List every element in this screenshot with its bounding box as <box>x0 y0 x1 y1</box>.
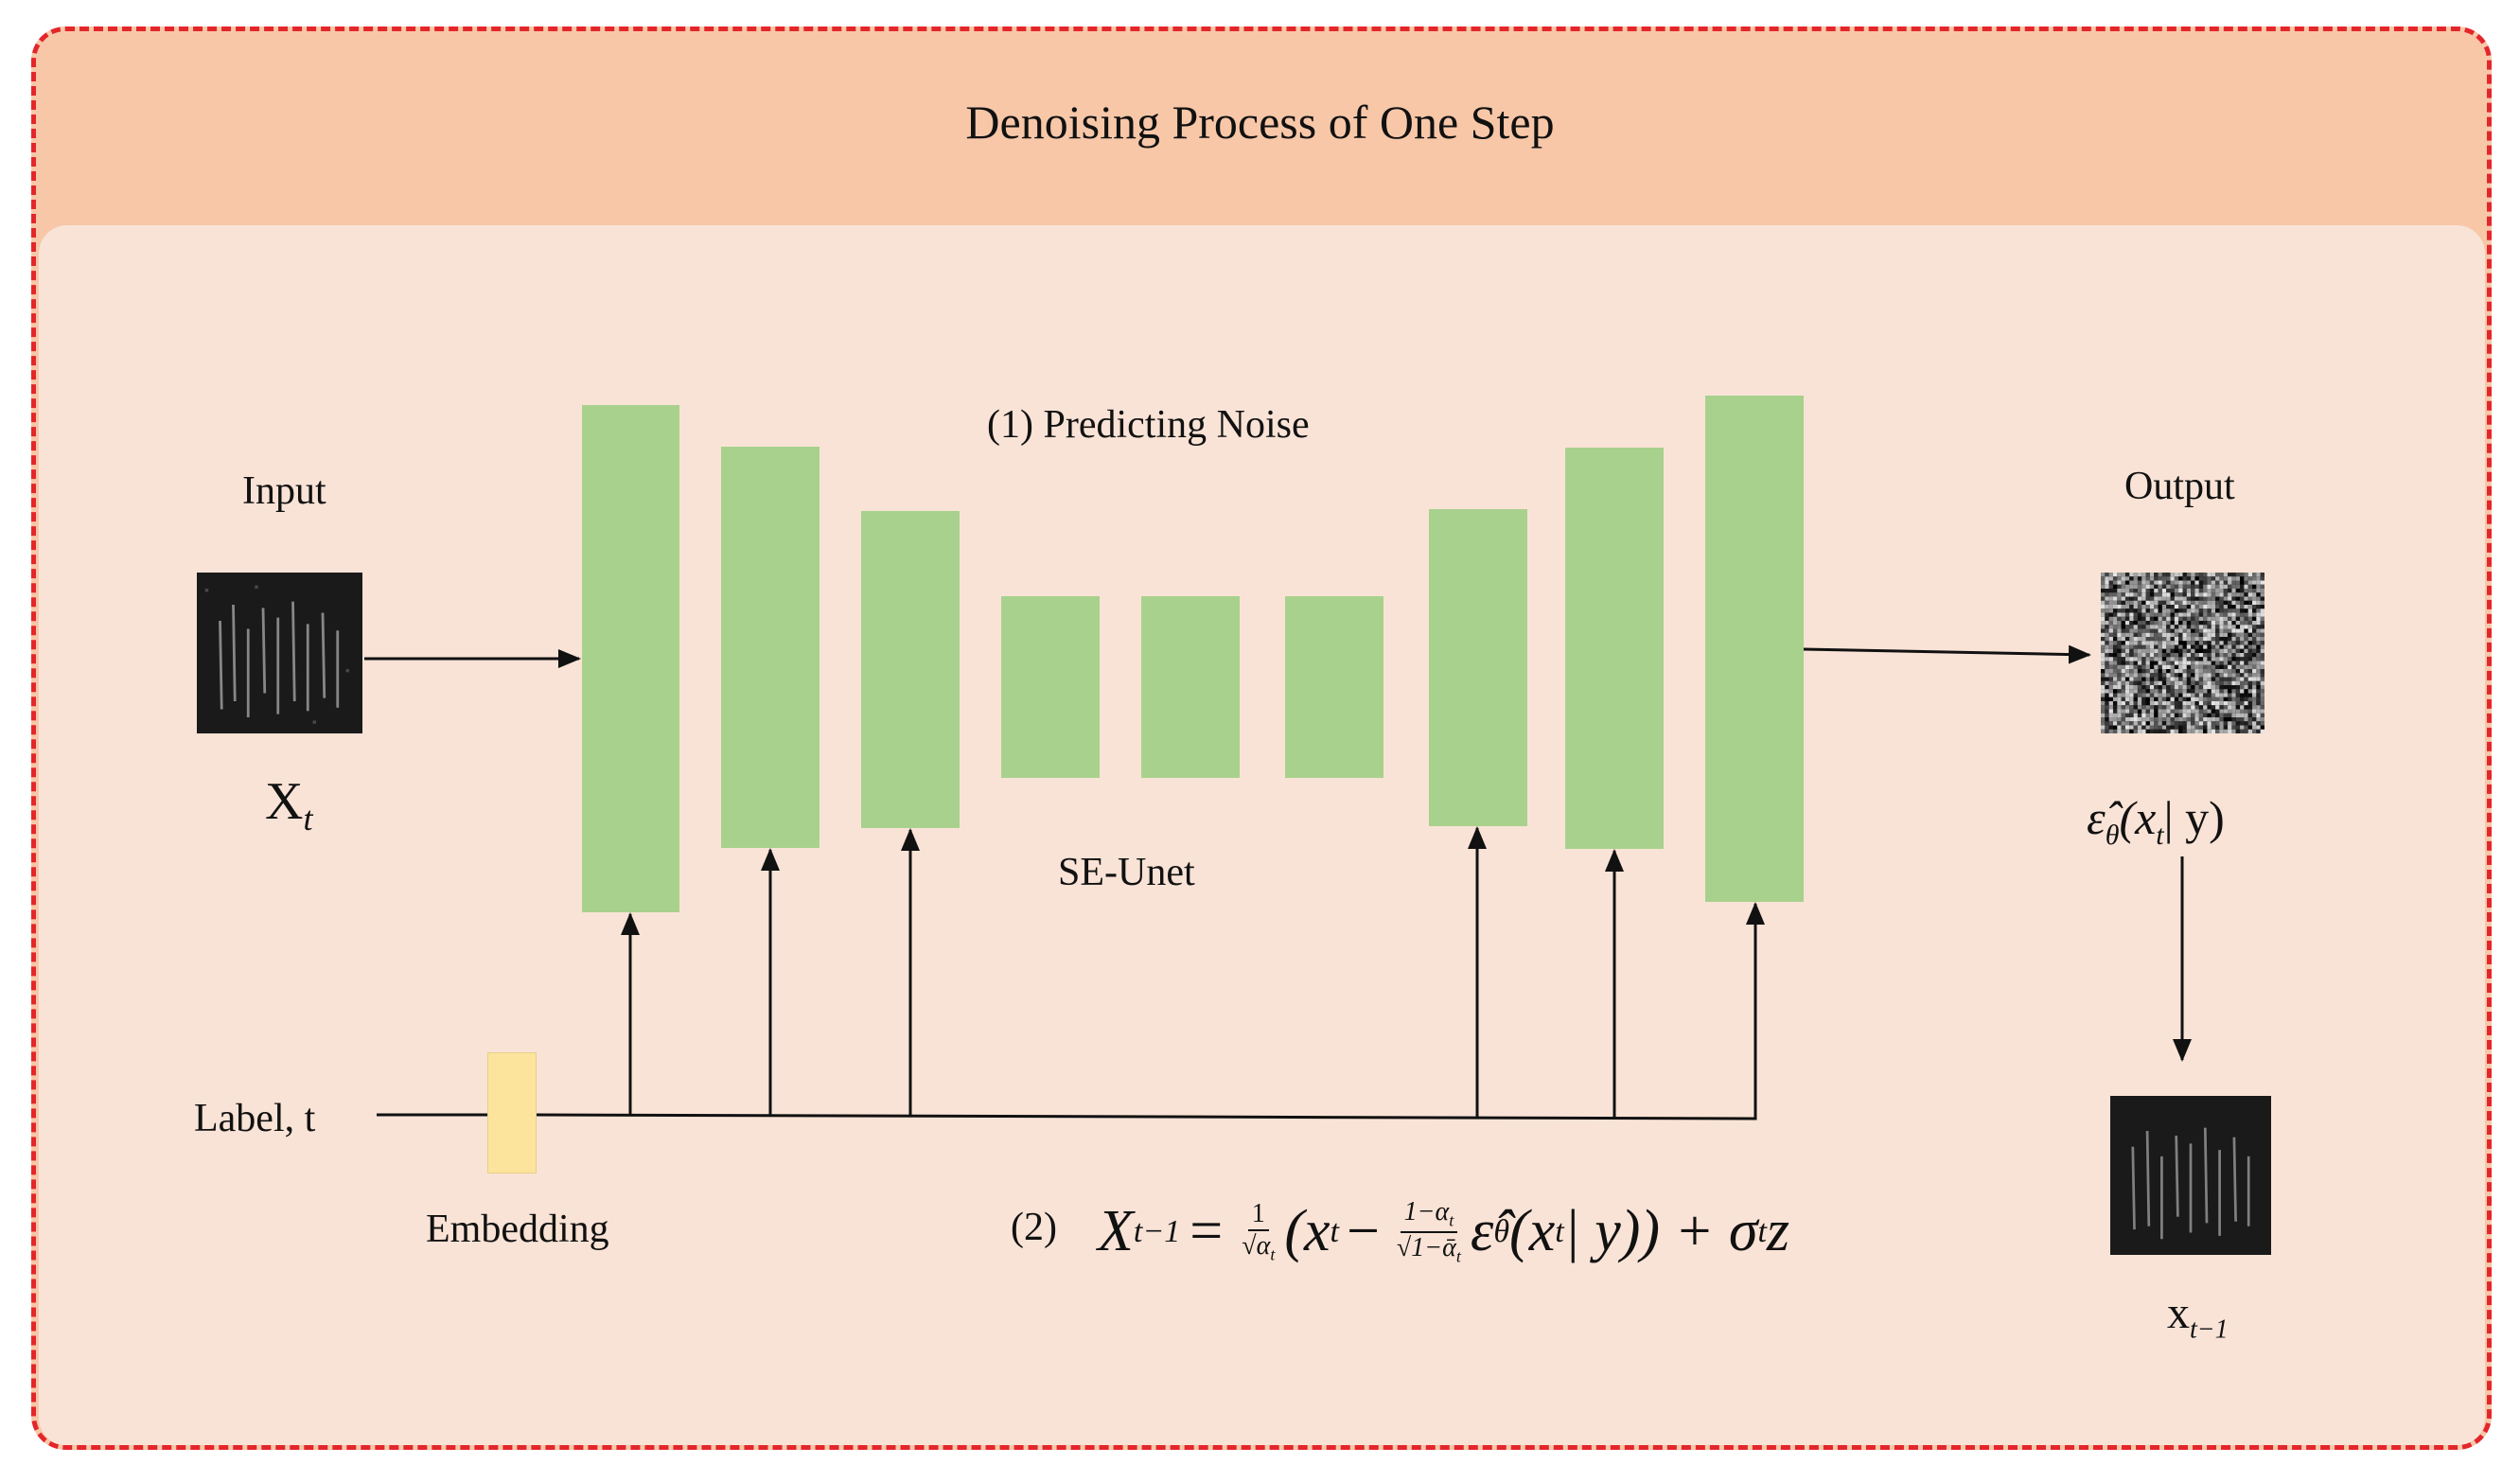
decoder-block-2 <box>1565 448 1664 849</box>
input-symbol-main: X <box>265 772 304 831</box>
output-eps: ε̂ <box>2087 791 2106 844</box>
input-symbol: Xt <box>265 771 312 838</box>
eq-frac1-den-sub: t <box>1270 1244 1276 1264</box>
input-image <box>197 573 362 733</box>
bottleneck-block-1 <box>1001 596 1100 778</box>
eq-args-rest: | y)) + σ <box>1563 1199 1758 1264</box>
encoder-block-2 <box>721 447 819 848</box>
eq-frac2-num-main: 1−α <box>1403 1197 1450 1226</box>
eq-frac1-den: √αt <box>1238 1231 1278 1265</box>
noise-pattern <box>2101 573 2264 733</box>
eq-lhs: X <box>1098 1199 1134 1264</box>
eq-sigma-sub: t <box>1757 1213 1767 1249</box>
decoder-block-1 <box>1429 509 1527 826</box>
decoder-block-3 <box>1705 396 1804 902</box>
output-symbol: ε̂θ(xt| y) <box>2087 790 2225 852</box>
embedding-block <box>487 1052 537 1173</box>
diagram-title: Denoising Process of One Step <box>965 96 1555 149</box>
result-symbol: xt−1 <box>2167 1287 2229 1346</box>
eq-frac2-num-sub: t <box>1449 1210 1454 1230</box>
bottleneck-block-2 <box>1141 596 1240 778</box>
equation-number: (2) <box>1011 1206 1057 1249</box>
output-args: (x <box>2119 791 2157 844</box>
result-image <box>2110 1096 2271 1255</box>
eq-args: (x <box>1509 1199 1556 1264</box>
outer-frame <box>31 26 2492 1450</box>
predicting-noise-label: (1) Predicting Noise <box>987 403 1310 447</box>
eq-frac2-den-main: √1−ᾱ <box>1396 1232 1456 1262</box>
eq-frac2-den-sub: t <box>1455 1246 1461 1266</box>
eq-args-sub: t <box>1555 1213 1564 1249</box>
output-args-sub: t <box>2156 820 2164 851</box>
eq-frac2-den: √1−ᾱt <box>1393 1233 1465 1267</box>
eq-equals: = <box>1190 1199 1224 1264</box>
encoder-block-3 <box>861 511 960 828</box>
output-label: Output <box>2124 465 2235 508</box>
se-unet-label: SE-Unet <box>1058 851 1195 894</box>
output-noise-image <box>2101 573 2264 733</box>
label-t-label: Label, t <box>194 1097 316 1140</box>
eq-frac2-num: 1−αt <box>1400 1197 1458 1233</box>
input-symbol-sub: t <box>303 800 313 838</box>
eq-frac1: 1 √αt <box>1238 1199 1278 1265</box>
eq-tail: z <box>1766 1199 1790 1264</box>
eq-open-sub: t <box>1330 1213 1339 1249</box>
eq-frac2: 1−αt √1−ᾱt <box>1393 1197 1465 1266</box>
eq-eps-sub: θ <box>1493 1213 1510 1249</box>
output-eps-sub: θ <box>2105 820 2120 851</box>
eq-eps: ε̂ <box>1470 1199 1494 1264</box>
eq-open: (x <box>1284 1199 1330 1264</box>
eq-frac1-num: 1 <box>1247 1199 1269 1231</box>
content-panel <box>39 225 2485 1445</box>
eq-minus: − <box>1346 1199 1380 1264</box>
eq-lhs-sub: t−1 <box>1133 1213 1181 1249</box>
bottleneck-block-3 <box>1285 596 1383 778</box>
output-args-rest: | y) <box>2163 791 2225 844</box>
input-label: Input <box>242 469 326 513</box>
encoder-block-1 <box>582 405 679 912</box>
embedding-bus-line <box>536 902 1765 1120</box>
result-symbol-sub: t−1 <box>2190 1314 2229 1345</box>
unet-to-output-arrow <box>1803 644 2091 664</box>
result-symbol-main: x <box>2167 1288 2190 1338</box>
embedding-label: Embedding <box>426 1208 609 1251</box>
eq-frac1-den-main: √α <box>1242 1230 1271 1261</box>
